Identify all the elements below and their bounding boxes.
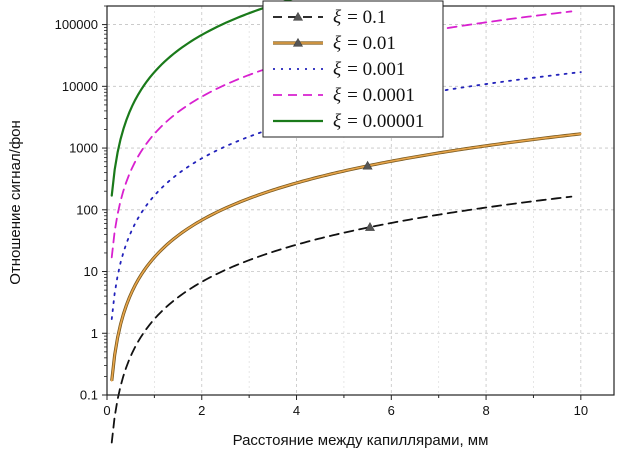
legend-entry: ξ = 0.001 xyxy=(273,59,405,80)
x-tick-label: 8 xyxy=(482,403,489,418)
y-tick-label: 1000 xyxy=(69,141,98,156)
legend-entry: ξ = 0.01 xyxy=(273,33,396,54)
legend-value: = 0.001 xyxy=(347,59,405,80)
y-axis-label: Отношение сигнал/фон xyxy=(7,120,24,285)
legend-entry: ξ = 0.00001 xyxy=(273,111,424,132)
legend-entry: ξ = 0.0001 xyxy=(273,85,415,106)
legend-marker xyxy=(292,11,304,21)
series-line xyxy=(110,195,573,444)
legend-xi-symbol: ξ xyxy=(333,85,342,106)
legend-label: ξ = 0.1 xyxy=(333,7,386,28)
legend-label: ξ = 0.01 xyxy=(333,33,396,54)
tick-labels: 0 2 4 6 8 10 0.1 1 10 100 1000 10000 100000 xyxy=(55,17,588,418)
legend-entry: ξ = 0.1 xyxy=(273,7,386,28)
x-tick-label: 10 xyxy=(574,403,588,418)
legend-label: ξ = 0.001 xyxy=(333,59,405,80)
legend-xi-symbol: ξ xyxy=(333,59,342,80)
legend-value: = 0.00001 xyxy=(347,111,424,132)
legend-box xyxy=(262,0,444,138)
legend-xi-symbol: ξ xyxy=(333,7,342,28)
x-tick-label: 4 xyxy=(293,403,300,418)
series-marker xyxy=(364,222,375,231)
series-line xyxy=(110,0,293,197)
y-tick-label: 10000 xyxy=(62,79,98,94)
y-tick-label: 10 xyxy=(84,264,98,279)
legend-value: = 0.1 xyxy=(347,7,386,28)
y-tick-label: 1 xyxy=(91,326,98,341)
legend-label: ξ = 0.0001 xyxy=(333,85,415,106)
legend-value: = 0.0001 xyxy=(347,85,415,106)
series-line xyxy=(110,10,573,259)
series-2 xyxy=(110,132,582,382)
x-tick-label: 0 xyxy=(103,403,110,418)
series-1 xyxy=(110,195,573,444)
y-tick-label: 100000 xyxy=(55,17,98,32)
x-axis-label: Расстояние между капиллярами, мм xyxy=(233,432,489,449)
legend-value: = 0.01 xyxy=(347,33,396,54)
x-tick-label: 6 xyxy=(388,403,395,418)
series-marker xyxy=(362,160,373,170)
legend-marker xyxy=(292,37,304,47)
x-tick-label: 2 xyxy=(198,403,205,418)
axis-ticks xyxy=(102,5,582,400)
series-line xyxy=(110,133,582,382)
legend-label: ξ = 0.00001 xyxy=(333,111,424,132)
y-tick-label: 100 xyxy=(76,202,98,217)
series-4 xyxy=(110,10,573,259)
legend-xi-symbol: ξ xyxy=(333,33,342,54)
y-tick-label: 0.1 xyxy=(80,388,98,403)
legend-xi-symbol: ξ xyxy=(333,111,342,132)
series-5 xyxy=(110,0,293,197)
